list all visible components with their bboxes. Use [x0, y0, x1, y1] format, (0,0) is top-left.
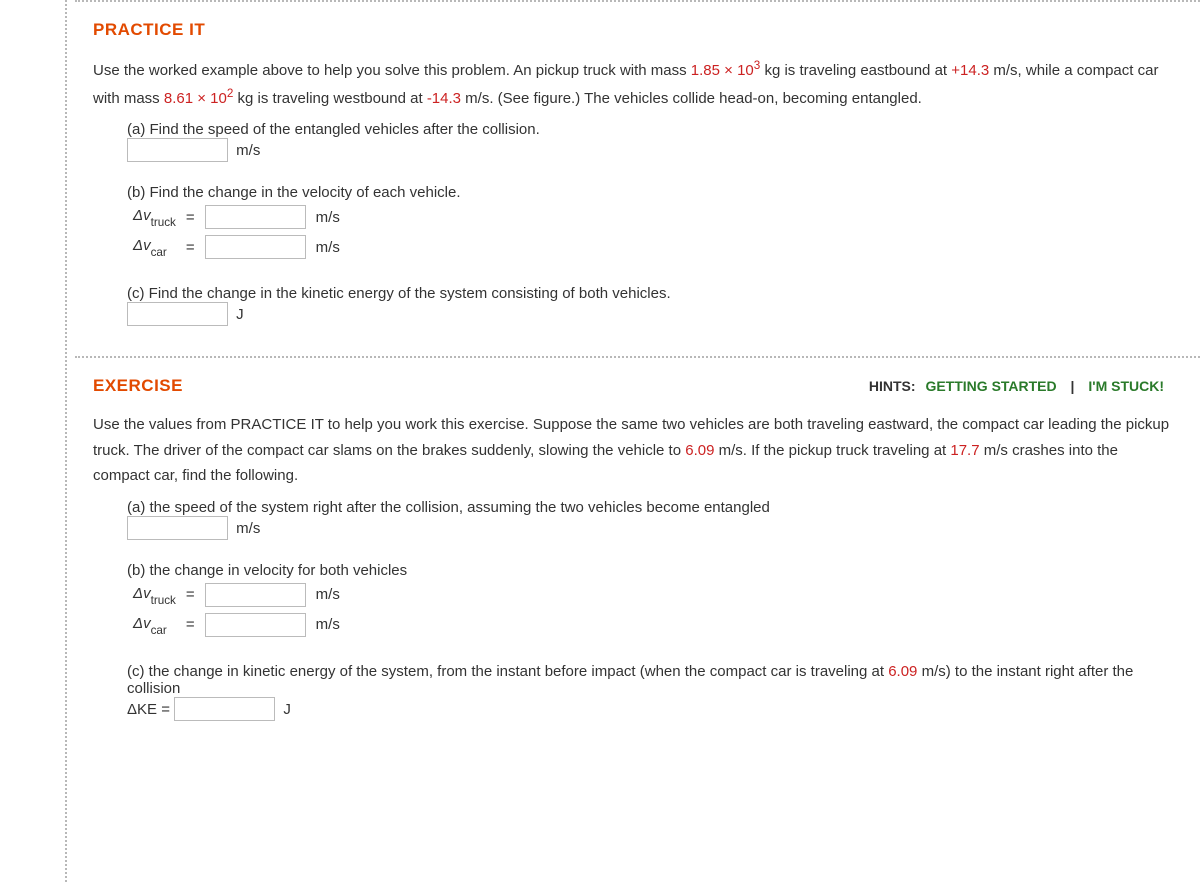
- intro-text: kg is traveling westbound at: [233, 90, 426, 107]
- exercise-title: EXERCISE: [93, 376, 183, 396]
- hints-label: HINTS:: [869, 378, 916, 394]
- dv-truck-row: Δvtruck = m/s: [129, 581, 344, 609]
- intro-text: Use the worked example above to help you…: [93, 62, 691, 79]
- im-stuck-link[interactable]: I'M STUCK!: [1088, 378, 1164, 394]
- practice-part-c: (c) Find the change in the kinetic energ…: [127, 285, 1170, 326]
- v-west-value: -14.3: [427, 90, 461, 107]
- part-a-text: (a) the speed of the system right after …: [127, 499, 1170, 516]
- getting-started-link[interactable]: GETTING STARTED: [925, 378, 1056, 394]
- dv-label: Δv: [133, 585, 151, 602]
- dv-label: Δv: [133, 615, 151, 632]
- dv-label: Δv: [133, 237, 151, 254]
- car-subscript: car: [151, 624, 167, 637]
- mass-truck-value: 1.85 × 103: [691, 62, 761, 79]
- truck-subscript: truck: [151, 216, 176, 229]
- exercise-part-c: (c) the change in kinetic energy of the …: [127, 663, 1170, 721]
- vertical-divider: [65, 0, 67, 882]
- practice-intro: Use the worked example above to help you…: [93, 56, 1170, 111]
- part-c-text: (c) the change in kinetic energy of the …: [127, 663, 1170, 697]
- dv-car-row: Δvcar = m/s: [129, 611, 344, 639]
- hints-block: HINTS: GETTING STARTED | I'M STUCK!: [869, 378, 1170, 394]
- practice-c-input[interactable]: [127, 302, 228, 326]
- unit-label: J: [236, 306, 244, 323]
- practice-part-b: (b) Find the change in the velocity of e…: [127, 184, 1170, 263]
- exercise-a-input[interactable]: [127, 516, 228, 540]
- equals: =: [182, 203, 199, 231]
- ex-v-truck: 17.7: [950, 442, 979, 459]
- exercise-b-truck-input[interactable]: [205, 583, 306, 607]
- dv-label: Δv: [133, 207, 151, 224]
- unit-label: m/s: [236, 142, 260, 159]
- truck-subscript: truck: [151, 594, 176, 607]
- practice-title: PRACTICE IT: [93, 20, 1170, 40]
- intro-text: m/s. (See figure.) The vehicles collide …: [461, 90, 922, 107]
- practice-b-car-input[interactable]: [205, 235, 306, 259]
- part-c-text: (c) Find the change in the kinetic energ…: [127, 285, 1170, 302]
- unit-label: m/s: [312, 233, 344, 261]
- exercise-intro: Use the values from PRACTICE IT to help …: [93, 412, 1170, 489]
- unit-label: m/s: [312, 581, 344, 609]
- intro-text: m/s. If the pickup truck traveling at: [714, 442, 950, 459]
- practice-section: PRACTICE IT Use the worked example above…: [75, 0, 1200, 356]
- equals: =: [182, 611, 199, 639]
- dv-car-row: Δvcar = m/s: [129, 233, 344, 261]
- hints-divider: |: [1071, 378, 1075, 394]
- intro-text: kg is traveling eastbound at: [760, 62, 951, 79]
- exercise-part-a: (a) the speed of the system right after …: [127, 499, 1170, 540]
- v-east-value: +14.3: [951, 62, 989, 79]
- part-b-text: (b) Find the change in the velocity of e…: [127, 184, 1170, 201]
- dke-label: ΔKE =: [127, 701, 170, 718]
- practice-b-truck-input[interactable]: [205, 205, 306, 229]
- car-subscript: car: [151, 246, 167, 259]
- dv-truck-row: Δvtruck = m/s: [129, 203, 344, 231]
- exercise-c-input[interactable]: [174, 697, 275, 721]
- unit-label: m/s: [236, 520, 260, 537]
- equals: =: [182, 581, 199, 609]
- ex-c-v: 6.09: [888, 663, 917, 680]
- part-b-text: (b) the change in velocity for both vehi…: [127, 562, 1170, 579]
- unit-label: m/s: [312, 203, 344, 231]
- ex-v-car: 6.09: [685, 442, 714, 459]
- practice-part-a: (a) Find the speed of the entangled vehi…: [127, 121, 1170, 162]
- practice-a-input[interactable]: [127, 138, 228, 162]
- unit-label: m/s: [312, 611, 344, 639]
- mass-car-value: 8.61 × 102: [164, 90, 234, 107]
- exercise-section: EXERCISE HINTS: GETTING STARTED | I'M ST…: [75, 356, 1200, 745]
- part-a-text: (a) Find the speed of the entangled vehi…: [127, 121, 1170, 138]
- unit-label: J: [283, 701, 291, 718]
- exercise-part-b: (b) the change in velocity for both vehi…: [127, 562, 1170, 641]
- equals: =: [182, 233, 199, 261]
- exercise-b-car-input[interactable]: [205, 613, 306, 637]
